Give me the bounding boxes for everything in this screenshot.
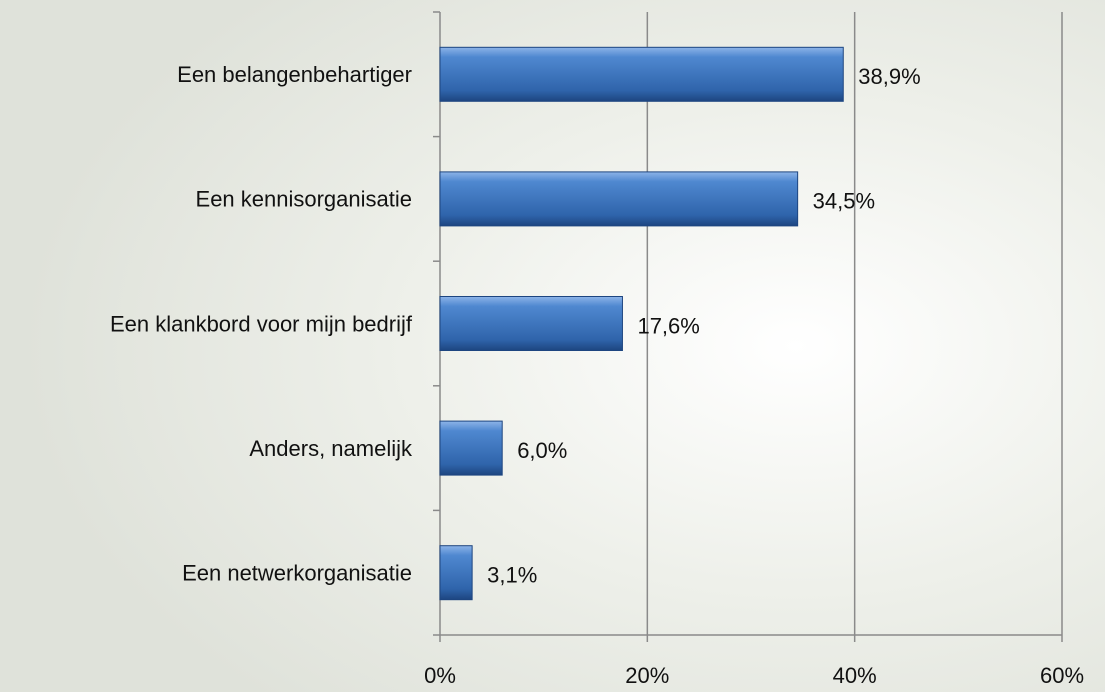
y-tick-label: Een klankbord voor mijn bedrijf <box>110 311 413 336</box>
value-label: 3,1% <box>487 563 537 588</box>
x-tick-label: 0% <box>424 663 456 688</box>
value-label: 34,5% <box>813 189 875 214</box>
value-label: 17,6% <box>637 313 699 338</box>
y-tick-label: Een kennisorganisatie <box>196 187 412 212</box>
y-tick-label: Anders, namelijk <box>249 436 413 461</box>
x-tick-label: 60% <box>1040 663 1084 688</box>
x-tick-label: 20% <box>625 663 669 688</box>
x-tick-label: 40% <box>833 663 877 688</box>
bar <box>439 420 503 476</box>
bar <box>439 171 799 227</box>
bar <box>439 545 473 601</box>
y-tick-label: Een belangenbehartiger <box>177 62 412 87</box>
value-label: 6,0% <box>517 438 567 463</box>
y-tick-label: Een netwerkorganisatie <box>182 561 412 586</box>
value-label: 38,9% <box>858 64 920 89</box>
bar <box>439 296 623 351</box>
bar <box>439 46 844 102</box>
